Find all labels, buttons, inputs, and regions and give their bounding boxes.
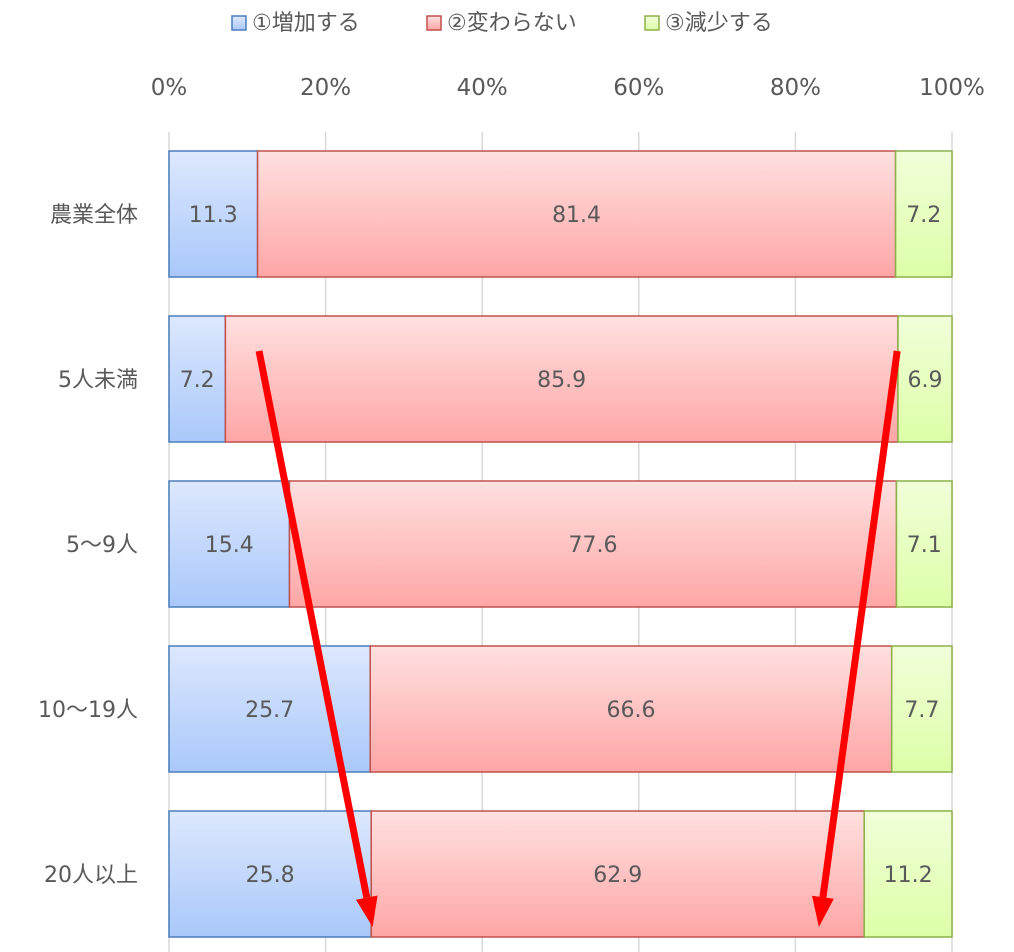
x-tick-label: 20% bbox=[300, 75, 351, 101]
category-label: 5人未満 bbox=[58, 368, 138, 393]
data-label: 6.9 bbox=[907, 368, 942, 393]
bar-segment bbox=[288, 480, 898, 608]
x-tick-label: 0% bbox=[151, 75, 188, 101]
category-label: 農業全体 bbox=[50, 203, 138, 228]
x-axis-ticks: 0% 20% 40% 60% 80% 100% bbox=[151, 75, 985, 101]
legend: ①増加する ②変わらない ③減少する bbox=[231, 11, 773, 36]
bar-segment bbox=[168, 480, 291, 608]
trend-arrow-shaft bbox=[819, 350, 901, 898]
x-tick-label: 40% bbox=[457, 75, 508, 101]
trend-arrow-head bbox=[355, 895, 378, 927]
legend-label: ③減少する bbox=[665, 11, 773, 36]
category-label: 10～19人 bbox=[38, 698, 138, 723]
data-label: 7.2 bbox=[180, 368, 215, 393]
trend-arrows bbox=[255, 350, 901, 927]
bar-segment bbox=[897, 315, 953, 443]
bar-segment bbox=[369, 645, 893, 773]
legend-label: ①増加する bbox=[252, 11, 360, 36]
legend-label: ②変わらない bbox=[447, 11, 577, 36]
data-label: 77.6 bbox=[568, 533, 617, 558]
category-label: 5～9人 bbox=[66, 533, 138, 558]
bar-segment bbox=[370, 810, 865, 938]
bar-segment bbox=[895, 480, 953, 608]
x-tick-label: 100% bbox=[919, 75, 985, 101]
data-label: 11.2 bbox=[884, 863, 933, 888]
data-label: 62.9 bbox=[593, 863, 642, 888]
bar-segment bbox=[168, 150, 259, 278]
category-label: 20人以上 bbox=[44, 863, 138, 888]
trend-arrow-head bbox=[812, 895, 834, 927]
bar-segment bbox=[168, 810, 372, 938]
bar-segment bbox=[256, 150, 897, 278]
bar-segment bbox=[168, 315, 227, 443]
data-label: 7.7 bbox=[904, 698, 939, 723]
data-label: 66.6 bbox=[606, 698, 655, 723]
data-label: 25.7 bbox=[245, 698, 294, 723]
category-labels: 農業全体 5人未満 5～9人 10～19人 20人以上 bbox=[38, 203, 138, 888]
trend-arrow-shaft bbox=[255, 350, 371, 899]
bar-segment bbox=[890, 645, 953, 773]
x-tick-label: 60% bbox=[613, 75, 664, 101]
bar-segment bbox=[863, 810, 953, 938]
legend-swatch bbox=[644, 15, 660, 31]
legend-swatch bbox=[426, 15, 442, 31]
legend-swatch bbox=[231, 15, 247, 31]
data-label: 85.9 bbox=[537, 368, 586, 393]
data-label: 7.1 bbox=[907, 533, 942, 558]
bar-segment bbox=[894, 150, 953, 278]
data-label: 7.2 bbox=[906, 203, 941, 228]
bars: 11.3 81.4 7.2 7.2 85.9 6.9 15.4 77.6 7.1 25.7 66.6… bbox=[168, 150, 953, 938]
data-label: 15.4 bbox=[205, 533, 254, 558]
data-label: 11.3 bbox=[189, 203, 238, 228]
data-label: 25.8 bbox=[246, 863, 295, 888]
x-tick-label: 80% bbox=[770, 75, 821, 101]
data-label: 81.4 bbox=[552, 203, 601, 228]
